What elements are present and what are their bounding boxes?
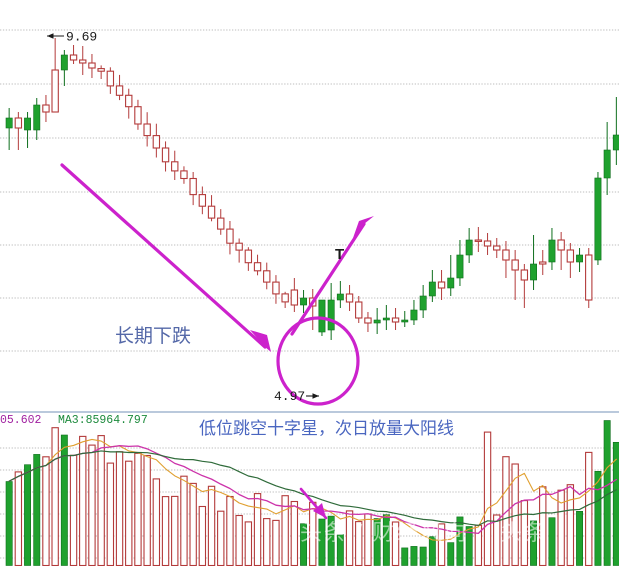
svg-text:05.602: 05.602 xyxy=(0,414,42,427)
svg-text:T: T xyxy=(335,246,344,263)
svg-text:9.69: 9.69 xyxy=(66,30,97,45)
svg-text:MA3:85964.797: MA3:85964.797 xyxy=(58,414,148,427)
svg-text:长期下跌: 长期下跌 xyxy=(115,325,191,347)
svg-text:4.97: 4.97 xyxy=(274,389,305,404)
svg-text:头条 / 财经风向: 头条 / 财经风向 xyxy=(300,520,468,545)
svg-text:低位跳空十字星，次日放量大阳线: 低位跳空十字星，次日放量大阳线 xyxy=(199,419,454,438)
svg-text:头条: 头条 xyxy=(500,520,548,545)
